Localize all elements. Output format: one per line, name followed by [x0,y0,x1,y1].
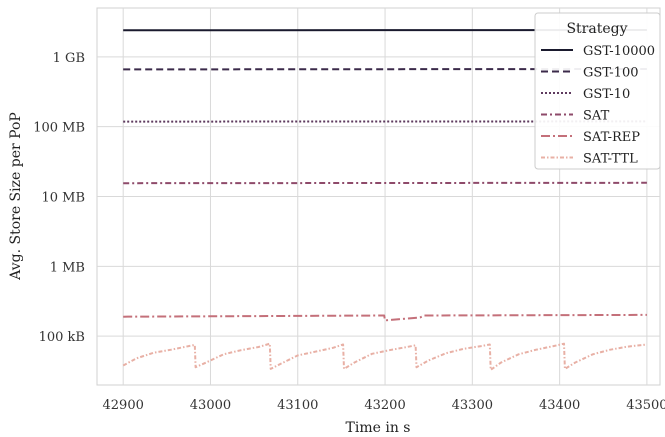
x-tick-label: 43200 [364,398,405,413]
legend-label: SAT-TTL [583,152,638,167]
x-tick-label: 43400 [539,398,580,413]
grid-lines [97,8,660,385]
legend-box [534,12,661,170]
series-line-sat-rep [123,313,647,322]
y-tick-label: 1 MB [50,260,85,275]
y-tick-label: 10 MB [41,191,85,206]
legend-label: SAT-REP [583,130,640,145]
y-tick-label: 1 GB [53,51,85,66]
legend-label: GST-100 [583,66,639,81]
x-tick-label: 43300 [452,398,493,413]
x-tick-labels: 42900 43000 43100 43200 43300 43400 43500 [103,398,665,413]
x-tick-label: 43500 [626,398,665,413]
x-tick-label: 42900 [103,398,144,413]
legend: Strategy GST-10000 GST-100 GST-10 SAT SAT-RE… [534,12,661,170]
x-axis-label: Time in s [346,420,411,436]
y-tick-labels: 100 kB 1 MB 10 MB 100 MB 1 GB [33,51,85,345]
y-axis-label: Avg. Store Size per PoP [8,112,24,281]
legend-label: GST-10 [583,87,630,102]
legend-title: Strategy [566,21,627,37]
series-line-sat-ttl [122,342,648,371]
legend-label: SAT [583,109,610,124]
legend-items: GST-10000 GST-100 GST-10 SAT SAT-REP SAT-TTL [541,44,655,167]
y-tick-label: 100 kB [39,330,85,345]
y-tick-label: 100 MB [33,121,85,136]
x-tick-label: 43100 [277,398,318,413]
legend-label: GST-10000 [583,44,655,59]
x-tick-label: 43000 [190,398,231,413]
